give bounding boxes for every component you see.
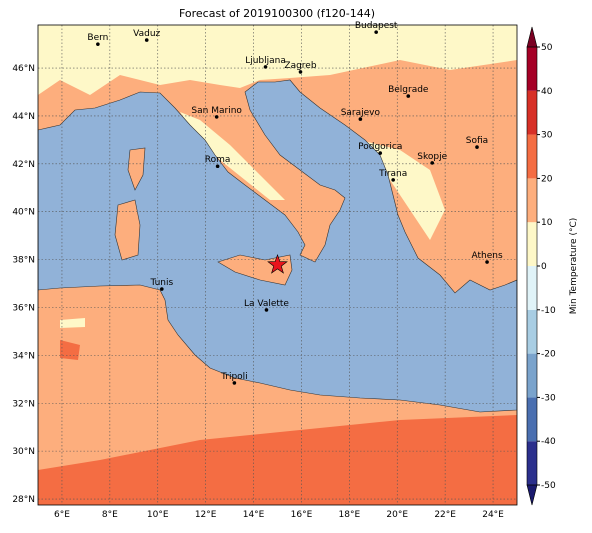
city-dot	[374, 30, 378, 34]
colorbar-bin	[527, 134, 537, 179]
mild-region	[60, 318, 85, 328]
city-label: Sofia	[466, 136, 488, 146]
colorbar-bin	[527, 441, 537, 485]
city-label: Tripoli	[220, 372, 248, 382]
city-label: Roma	[205, 155, 231, 165]
colorbar-tick-label: 40	[541, 87, 553, 97]
city-dot	[214, 115, 219, 119]
title: Forecast of 2019100300 (f120-144)	[179, 7, 375, 20]
city-label: Athens	[471, 251, 502, 261]
city-label: Bern	[87, 33, 108, 43]
colorbar: -50 -40 -30 -20 -10 0 10 20 30 40 50	[526, 26, 556, 506]
city-dot	[264, 308, 269, 312]
city-dot	[406, 94, 411, 98]
y-tick-label: 38°N	[12, 256, 35, 266]
plot-frame	[37, 24, 518, 506]
city-label: Belgrade	[388, 85, 429, 95]
colorbar-bin	[527, 309, 537, 354]
y-tick-label: 34°N	[12, 351, 35, 361]
y-tick-label: 44°N	[12, 112, 35, 122]
city-label: Sarajevo	[341, 108, 381, 118]
city-dot	[232, 381, 237, 385]
city-label: La Valette	[244, 299, 289, 309]
y-tick-label: 32°N	[12, 399, 35, 409]
colorbar-tick-label: 10	[541, 218, 553, 228]
colorbar-bin	[527, 178, 537, 223]
city-label: Tunis	[149, 278, 173, 288]
colorbar-bin	[527, 222, 537, 266]
colorbar-under	[526, 484, 538, 506]
y-tick-label: 40°N	[12, 208, 35, 218]
city-dot	[263, 65, 268, 69]
city-dot	[298, 70, 303, 74]
hot-region	[60, 340, 80, 360]
forecast-point	[267, 254, 288, 274]
x-tick-label: 6°E	[54, 510, 70, 520]
colorbar-tick-label: -30	[541, 393, 556, 403]
city-label: San Marino	[191, 106, 242, 116]
colorbar-tick-label: 20	[541, 174, 553, 184]
colorbar-bin	[527, 90, 537, 135]
x-tick-label: 12°E	[195, 510, 217, 520]
city-label: Vaduz	[133, 29, 160, 39]
colorbar-tick-label: -10	[541, 306, 556, 316]
colorbar-tick-label: -20	[541, 350, 556, 360]
y-tick-label: 28°N	[12, 495, 35, 505]
colorbar-over	[526, 26, 538, 48]
colorbar-tick-label: -40	[541, 437, 556, 447]
y-tick-label: 30°N	[12, 447, 35, 457]
city-dot	[358, 117, 363, 121]
x-tick-label: 14°E	[243, 510, 265, 520]
colorbar-bin	[527, 47, 537, 91]
city-label: Budapest	[355, 21, 398, 31]
y-tick-label: 36°N	[12, 303, 35, 313]
city-dot	[215, 164, 220, 169]
city-dot	[475, 145, 479, 149]
city-label: Ljubljana	[245, 56, 286, 66]
x-tick-label: 8°E	[102, 510, 118, 520]
mild-region	[180, 112, 285, 200]
colorbar-tick-label: 0	[541, 262, 547, 272]
corsica	[127, 147, 146, 191]
colorbar-tick-label: 50	[541, 43, 553, 53]
city-dot	[391, 178, 395, 182]
colorbar-bin	[527, 397, 537, 442]
city-label: Podgorica	[358, 142, 402, 152]
x-tick-label: 20°E	[386, 510, 408, 520]
x-tick-label: 22°E	[434, 510, 456, 520]
city-label: Zagreb	[284, 61, 316, 71]
colorbar-bin	[527, 353, 537, 398]
colorbar-tick-label: 30	[541, 131, 553, 141]
city-dot	[160, 287, 164, 291]
city-label: Tirana	[378, 169, 407, 179]
city-dot	[485, 260, 489, 264]
x-tick-label: 24°E	[482, 510, 504, 520]
x-tick-label: 18°E	[339, 510, 361, 520]
colorbar-label: Min Temperature (°C)	[569, 218, 579, 315]
city-label: Skopje	[417, 152, 447, 162]
city-dot	[96, 42, 100, 46]
y-tick-label: 46°N	[12, 64, 35, 74]
x-tick-label: 10°E	[147, 510, 169, 520]
city-dot	[144, 38, 149, 42]
colorbar-tick-label: -50	[541, 481, 556, 491]
city-dot	[430, 161, 435, 165]
hot-region	[38, 415, 517, 505]
colorbar-bin	[527, 266, 537, 310]
sardinia	[114, 199, 141, 261]
y-tick-label: 42°N	[12, 160, 35, 170]
x-tick-label: 16°E	[291, 510, 313, 520]
city-dot	[378, 151, 383, 155]
grid: 6°E 8°E 10°E 12°E 14°E 16°E 18°E 20°E 22°E 24°E 28…	[12, 25, 517, 520]
